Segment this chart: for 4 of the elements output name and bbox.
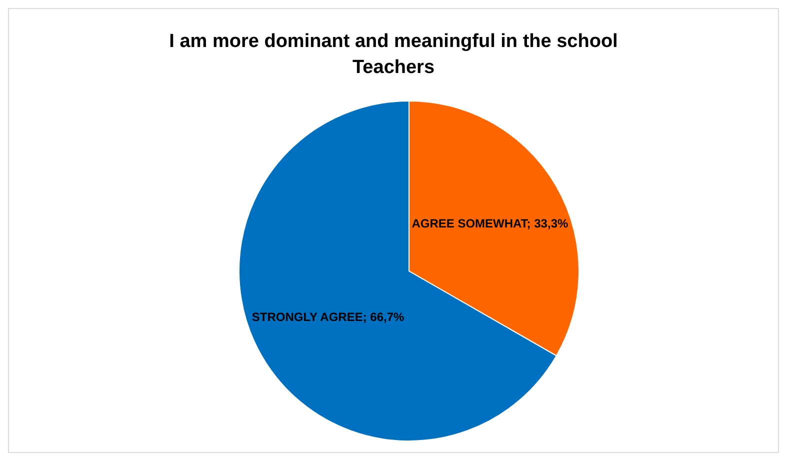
slice-label: STRONGLY AGREE; 66,7% — [252, 310, 405, 324]
chart-subtitle: Teachers — [351, 56, 436, 80]
slice-label: AGREE SOMEWHAT; 33,3% — [412, 216, 568, 230]
chart-title: I am more dominant and meaningful in the school — [168, 30, 619, 54]
